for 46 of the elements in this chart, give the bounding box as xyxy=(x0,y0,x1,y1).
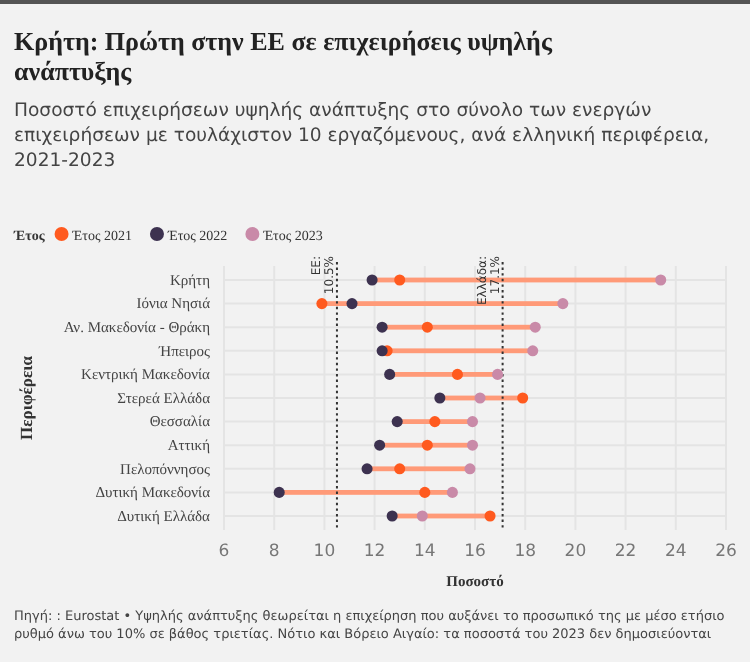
x-tick-label: 14 xyxy=(413,542,436,563)
point xyxy=(419,486,431,498)
point xyxy=(429,416,441,428)
point xyxy=(421,321,433,333)
x-tick-label: 12 xyxy=(363,542,386,563)
point xyxy=(273,486,285,498)
x-tick-label: 20 xyxy=(564,542,587,563)
chart-subtitle: Ποσοστό επιχειρήσεων υψηλής ανάπτυξης στο σύνολο των ενεργών επιχειρήσεων με τουλάχιστον 10 εργαζόμενους, ανά ελληνική περιφέρεια, 2021-2023 xyxy=(14,100,710,172)
point xyxy=(384,368,396,380)
point xyxy=(557,298,569,310)
point xyxy=(466,439,479,451)
x-tick-label: 18 xyxy=(514,542,537,563)
x-tick-label: 6 xyxy=(218,542,230,563)
point xyxy=(421,439,433,451)
point xyxy=(366,274,378,286)
x-tick-label: 26 xyxy=(715,542,737,563)
y-axis-title: Περιφέρεια xyxy=(16,355,36,440)
point xyxy=(316,298,328,310)
point xyxy=(376,321,388,333)
point xyxy=(527,345,539,357)
point xyxy=(529,321,541,333)
point xyxy=(484,510,496,522)
point xyxy=(474,392,486,404)
point xyxy=(466,416,479,428)
point xyxy=(376,345,388,357)
x-tick-label: 10 xyxy=(313,542,336,563)
point xyxy=(346,298,358,310)
point xyxy=(374,439,386,451)
point xyxy=(446,486,458,498)
point xyxy=(464,463,476,475)
point xyxy=(434,392,446,404)
x-tick-label: 24 xyxy=(664,542,687,563)
point xyxy=(386,510,398,522)
x-tick-label: 16 xyxy=(464,542,486,563)
point xyxy=(416,510,428,522)
point xyxy=(655,274,667,286)
x-tick-label: 22 xyxy=(614,542,637,563)
point xyxy=(517,392,529,404)
point xyxy=(394,463,406,475)
point xyxy=(391,416,403,428)
x-tick-label: 8 xyxy=(268,542,280,563)
point xyxy=(451,368,463,380)
point xyxy=(361,463,373,475)
point xyxy=(394,274,406,286)
point xyxy=(492,368,504,380)
chart-title: Κρήτη: Πρώτη στην ΕΕ σε επιχειρήσεις υψηλής ανάπτυξης xyxy=(14,26,553,86)
